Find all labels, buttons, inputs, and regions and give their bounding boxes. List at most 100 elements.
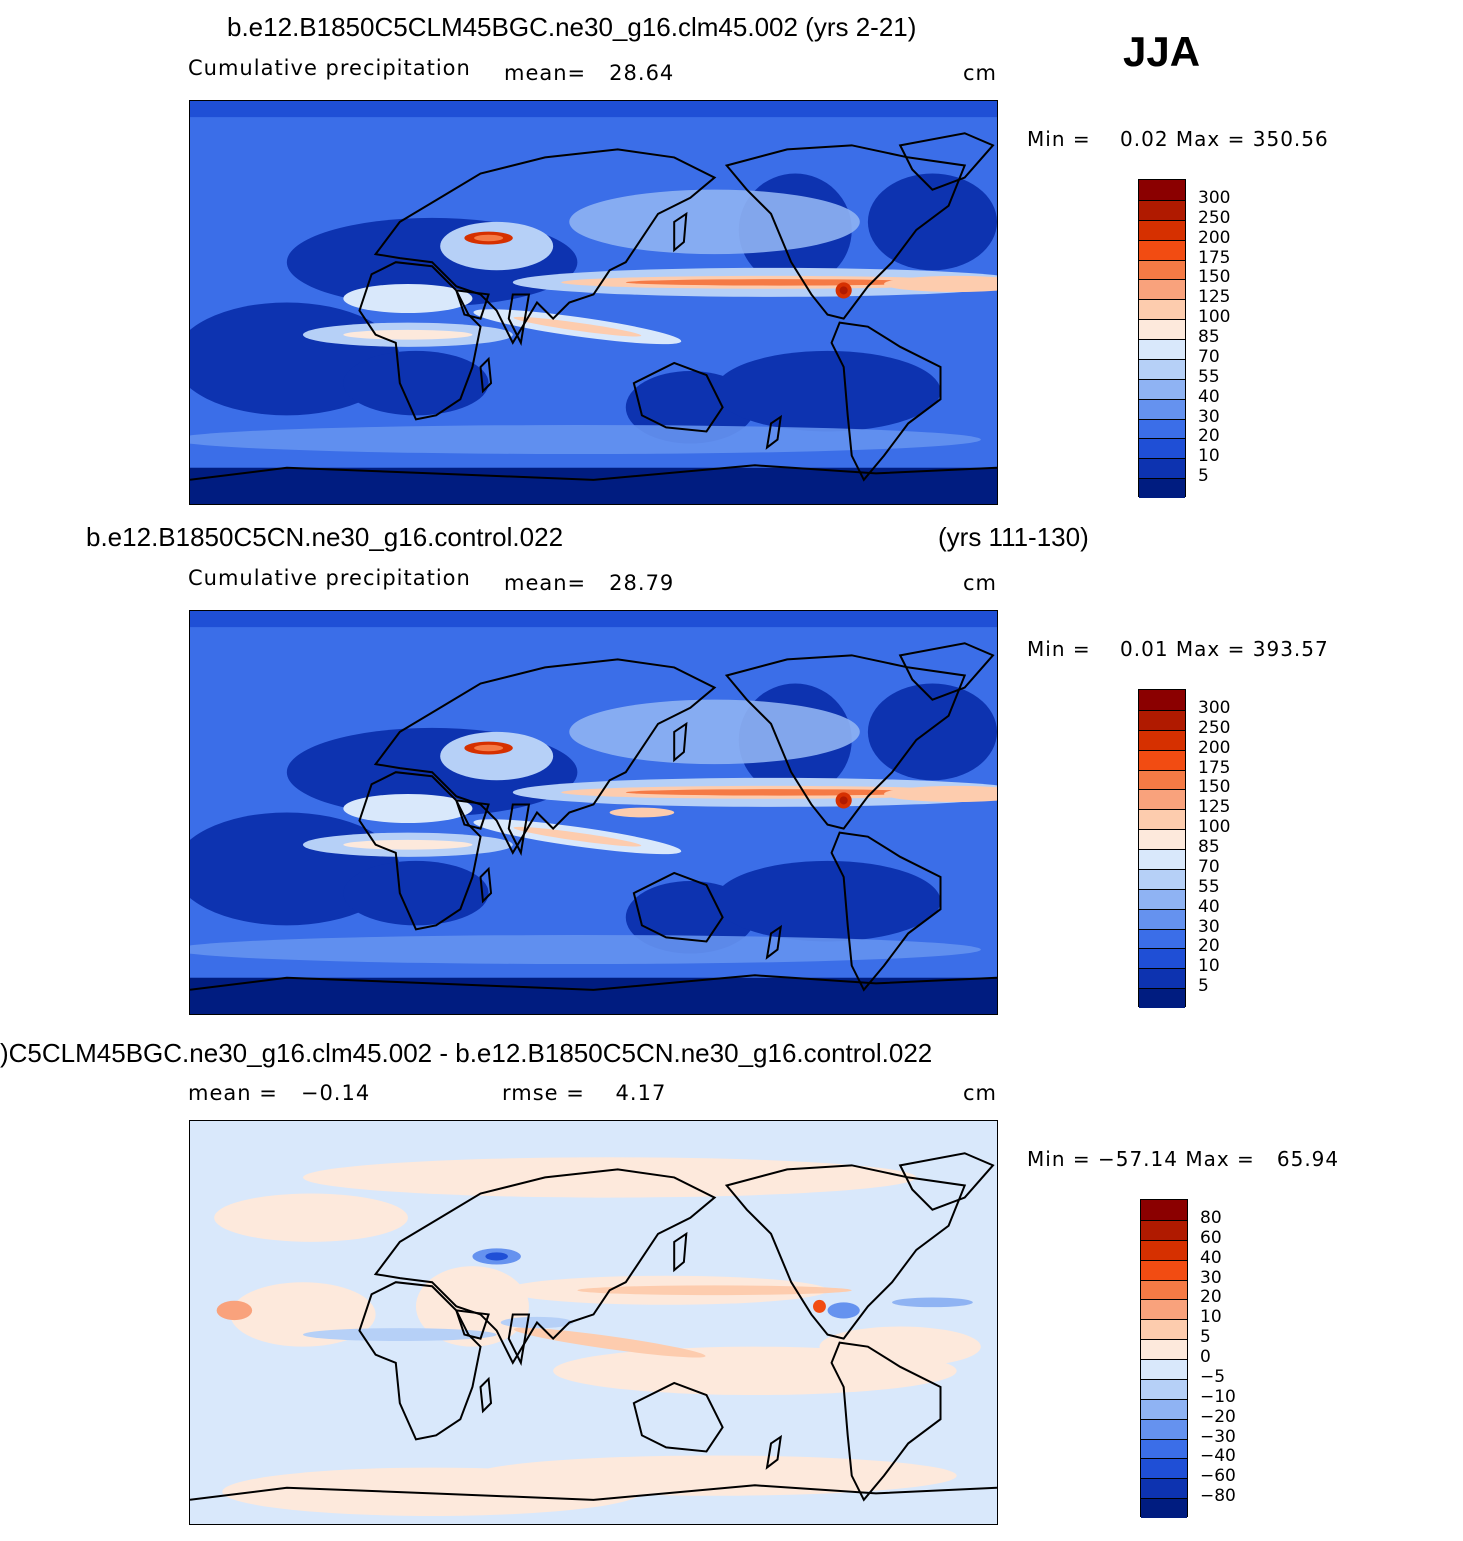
colorbar-swatch (1141, 1359, 1187, 1379)
colorbar-tick-label: 100 (1198, 817, 1231, 838)
panel-2-years: (yrs 111-130) (938, 522, 1089, 552)
colorbar-swatch (1139, 809, 1185, 830)
colorbar-swatch (1139, 438, 1185, 459)
panel-1-title: b.e12.B1850C5CLM45BGC.ne30_g16.clm45.002… (227, 12, 917, 42)
colorbar-tick-label: 175 (1198, 757, 1231, 778)
colorbar-tick-label: 85 (1198, 837, 1220, 857)
colorbar-swatch (1141, 1319, 1187, 1340)
coastline (190, 465, 997, 480)
colorbar-swatch (1139, 299, 1185, 320)
coastline (832, 323, 941, 480)
colorbar-swatch (1139, 199, 1185, 220)
colorbar-swatch (1141, 1299, 1187, 1320)
colorbar-tick-label: 70 (1198, 856, 1220, 877)
colorbar-swatch (1141, 1239, 1187, 1260)
colorbar-tick-label: 30 (1198, 406, 1220, 427)
panel-1-subtitle: Cumulative precipitation (188, 56, 471, 80)
panel-3-rmse: rmse = 4.17 (502, 1081, 667, 1105)
colorbar-swatch (1139, 239, 1185, 260)
coastline (832, 1343, 941, 1500)
colorbar-swatch (1141, 1398, 1187, 1419)
colorbar-swatch (1139, 690, 1185, 710)
coastline (456, 1310, 488, 1338)
colorbar-tick-label: 125 (1198, 287, 1231, 308)
panel-2-min-max: Min = 0.01 Max = 393.57 (1027, 637, 1329, 661)
coastline (900, 133, 993, 189)
colorbar-swatch (1141, 1259, 1187, 1280)
colorbar-tick-label: 85 (1198, 327, 1220, 347)
colorbar-swatch (1139, 418, 1185, 439)
colorbar-tick-label: 70 (1198, 346, 1220, 367)
colorbar-swatch (1141, 1279, 1187, 1300)
colorbar-tick-label: 55 (1198, 876, 1220, 897)
colorbar-tick-label: 100 (1198, 307, 1231, 328)
coastline (900, 643, 993, 699)
colorbar-tick-label: 175 (1198, 247, 1231, 268)
coastline (481, 869, 491, 901)
coastline (634, 873, 723, 942)
panel-1-mean: mean= 28.64 (504, 61, 675, 85)
colorbar-tick-label: 150 (1198, 267, 1231, 288)
colorbar-swatch (1139, 849, 1185, 869)
colorbar-swatch (1141, 1200, 1187, 1220)
coastline (481, 359, 491, 391)
coastline (509, 1314, 529, 1362)
panel-2-subtitle: Cumulative precipitation (188, 566, 471, 590)
coastline (481, 1379, 491, 1411)
colorbar-tick-label: 150 (1198, 777, 1231, 798)
colorbar-tick-label: 5 (1198, 466, 1209, 487)
colorbar-swatch (1139, 829, 1185, 849)
colorbar-tick-label: 10 (1200, 1307, 1222, 1328)
colorbar-tick-label: 300 (1198, 187, 1231, 208)
colorbar-swatch (1139, 789, 1185, 810)
colorbar-swatch (1139, 769, 1185, 790)
colorbar-tick-label: 40 (1198, 386, 1220, 407)
panel-1-min-max: Min = 0.02 Max = 350.56 (1027, 127, 1329, 151)
colorbar-swatch (1139, 478, 1185, 498)
colorbar-tick-label: 55 (1198, 366, 1220, 387)
coastline (359, 262, 480, 419)
colorbar-tick-label: 60 (1200, 1227, 1222, 1248)
panel-1-map (189, 100, 998, 505)
colorbar-swatch (1139, 709, 1185, 730)
season-label: JJA (1123, 28, 1201, 75)
colorbar-swatch (1139, 729, 1185, 750)
colorbar-swatch (1139, 928, 1185, 949)
colorbar-tick-label: −80 (1200, 1486, 1236, 1507)
colorbar-tick-label: 10 (1198, 956, 1220, 977)
panel-3-min-max: Min = −57.14 Max = 65.94 (1027, 1147, 1340, 1171)
panel-3-map (189, 1120, 998, 1525)
colorbar-tick-label: −10 (1200, 1386, 1236, 1407)
colorbar-swatch (1139, 358, 1185, 379)
colorbar-swatch (1141, 1478, 1187, 1499)
colorbar-tick-label: 5 (1198, 976, 1209, 997)
panel-2-units: cm (963, 571, 998, 595)
coastline (359, 772, 480, 929)
colorbar-swatch (1141, 1219, 1187, 1240)
colorbar-tick-label: 20 (1200, 1287, 1222, 1308)
colorbar-swatch (1141, 1498, 1187, 1518)
colorbar-swatch (1139, 968, 1185, 989)
coastline (727, 655, 965, 828)
coastline (190, 975, 997, 990)
colorbar-swatch (1139, 378, 1185, 399)
colorbar-swatch (1139, 398, 1185, 419)
colorbar-tick-label: 10 (1198, 446, 1220, 467)
colorbar-tick-label: 20 (1198, 426, 1220, 447)
colorbar-swatch (1139, 219, 1185, 240)
coastline (674, 724, 686, 760)
colorbar-swatch (1139, 339, 1185, 359)
colorbar-tick-label: 40 (1200, 1247, 1222, 1268)
coastline (509, 294, 529, 342)
panel-2-map (189, 610, 998, 1015)
colorbar-swatch (1139, 749, 1185, 770)
coastline (674, 1234, 686, 1270)
colorbar-swatch (1139, 180, 1185, 200)
colorbar-tick-label: 0 (1200, 1347, 1211, 1367)
coastline (456, 800, 488, 828)
colorbar-tick-label: 250 (1198, 207, 1231, 228)
colorbar-swatch (1139, 908, 1185, 929)
colorbar-swatch (1141, 1339, 1187, 1359)
colorbar-swatch (1139, 948, 1185, 969)
colorbar-tick-label: 80 (1200, 1207, 1222, 1228)
